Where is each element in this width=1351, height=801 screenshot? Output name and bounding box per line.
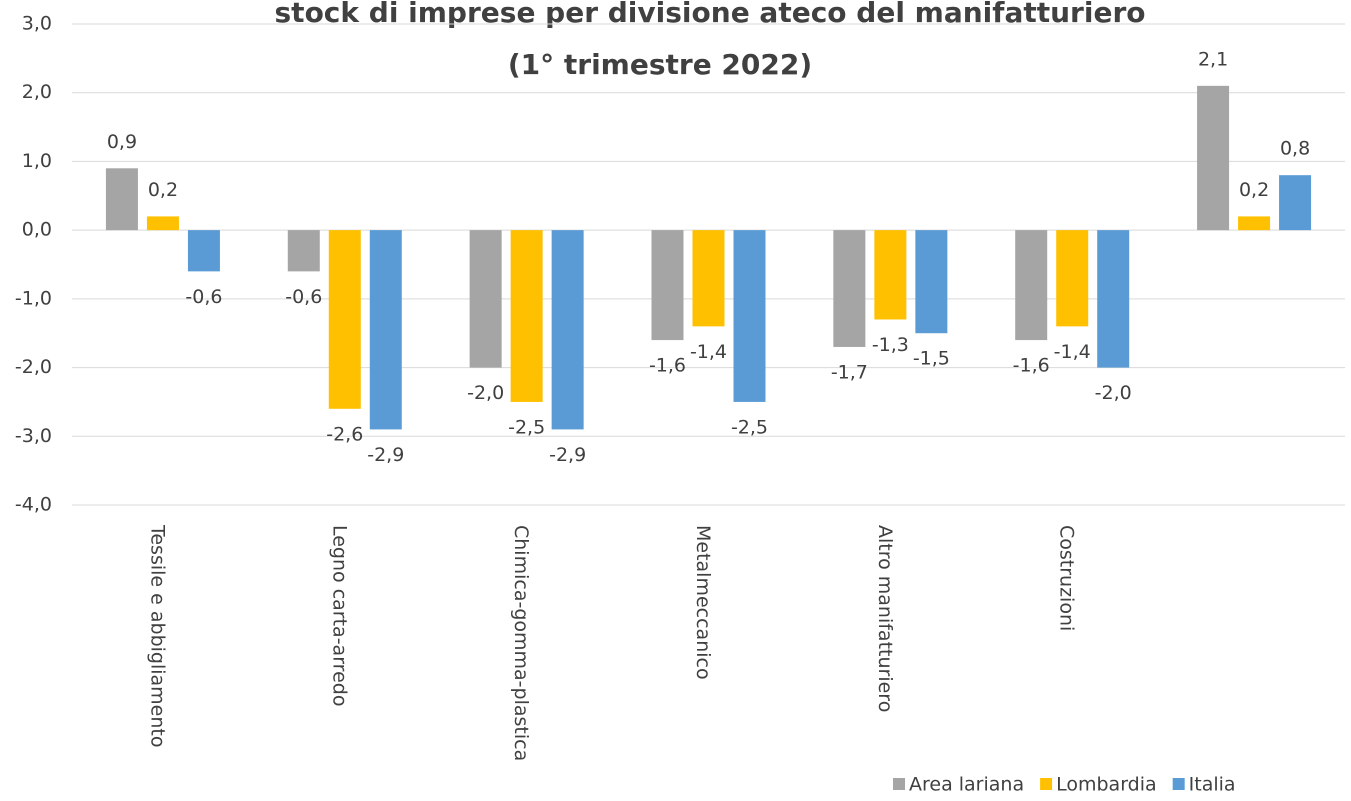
bar (915, 230, 948, 334)
y-tick-label: 1,0 (22, 150, 52, 172)
bar (105, 168, 138, 231)
chart-title: stock di imprese per divisione ateco del… (275, 0, 1146, 29)
x-tick-label: Altro manifatturiero (874, 525, 896, 712)
data-label: -1,6 (649, 355, 686, 377)
data-label: -1,5 (913, 348, 950, 370)
bar (1097, 230, 1130, 368)
bar (1279, 175, 1312, 231)
bar (1015, 230, 1048, 341)
bar (369, 230, 402, 430)
legend-swatch (1172, 778, 1185, 790)
bar (551, 230, 584, 430)
data-label: 0,2 (1239, 179, 1269, 201)
x-tick-label: Legno carta-arredo (328, 525, 350, 706)
legend-label: Area lariana (909, 774, 1024, 796)
data-label: -2,9 (367, 444, 404, 466)
legend-swatch (893, 778, 905, 790)
bar (469, 230, 502, 368)
y-tick-label: -3,0 (15, 425, 52, 447)
chart-subtitle: (1° trimestre 2022) (508, 48, 812, 81)
data-label: 0,2 (148, 179, 178, 201)
data-label: -2,5 (508, 416, 545, 438)
data-label: -2,6 (326, 423, 363, 445)
x-tick-label: Chimica-gomma-plastica (510, 525, 532, 761)
data-label: -2,9 (549, 444, 586, 466)
data-label: -1,4 (690, 341, 727, 363)
legend-swatch (1040, 778, 1053, 790)
y-tick-label: 0,0 (22, 219, 52, 241)
bar (146, 216, 179, 231)
bar (1197, 85, 1230, 231)
bar (328, 230, 361, 409)
x-tick-label: Metalmeccanico (692, 525, 714, 680)
bar (692, 230, 725, 327)
bar (833, 230, 866, 347)
data-label: -0,6 (285, 286, 322, 308)
bar (287, 230, 320, 272)
bar (651, 230, 684, 341)
bar (1056, 230, 1089, 327)
data-label: -2,0 (467, 382, 504, 404)
data-label: -1,3 (872, 334, 909, 356)
data-label: -0,6 (185, 286, 222, 308)
x-tick-label: Costruzioni (1056, 525, 1078, 631)
bar (510, 230, 543, 402)
x-tick-label: Tessile e abbigliamento (146, 524, 168, 748)
data-label: -1,4 (1054, 341, 1091, 363)
data-label: 0,8 (1280, 138, 1310, 160)
data-label: -2,5 (731, 416, 768, 438)
bar (1238, 216, 1271, 231)
y-tick-label: -1,0 (15, 287, 52, 309)
legend-label: Lombardia (1056, 774, 1157, 796)
data-label: -2,0 (1095, 382, 1132, 404)
data-label: 0,9 (107, 131, 137, 153)
bar (874, 230, 907, 320)
data-label: 2,1 (1198, 48, 1228, 70)
y-tick-label: 3,0 (22, 13, 52, 35)
y-tick-label: -4,0 (15, 494, 52, 516)
bar (733, 230, 766, 402)
data-label: -1,6 (1013, 355, 1050, 377)
legend-label: Italia (1189, 774, 1236, 796)
y-tick-label: -2,0 (15, 356, 52, 378)
bar (187, 230, 220, 272)
data-label: -1,7 (831, 361, 868, 383)
y-tick-label: 2,0 (22, 81, 52, 103)
